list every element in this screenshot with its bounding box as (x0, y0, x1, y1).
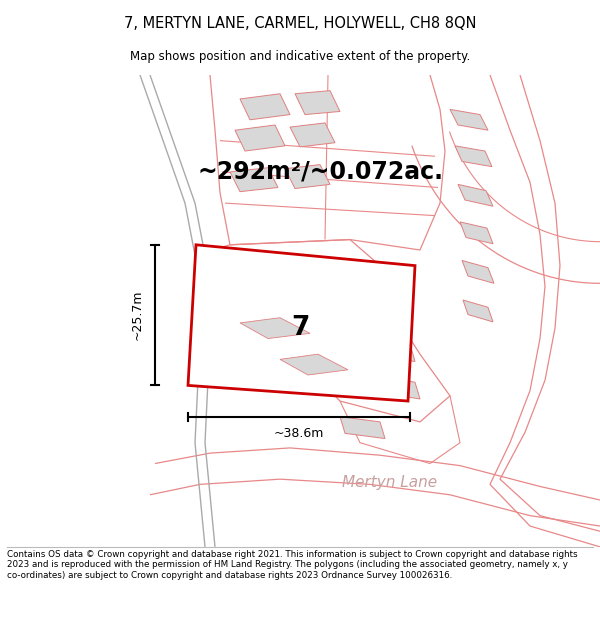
Text: Contains OS data © Crown copyright and database right 2021. This information is : Contains OS data © Crown copyright and d… (7, 550, 578, 580)
Polygon shape (240, 94, 290, 120)
Polygon shape (290, 123, 335, 147)
Polygon shape (240, 318, 310, 339)
Polygon shape (458, 184, 493, 206)
Text: ~25.7m: ~25.7m (131, 290, 143, 341)
Text: Map shows position and indicative extent of the property.: Map shows position and indicative extent… (130, 50, 470, 62)
Text: 7, MERTYN LANE, CARMEL, HOLYWELL, CH8 8QN: 7, MERTYN LANE, CARMEL, HOLYWELL, CH8 8Q… (124, 16, 476, 31)
Polygon shape (455, 146, 492, 167)
Text: 7: 7 (291, 315, 309, 341)
Polygon shape (463, 300, 493, 322)
Polygon shape (280, 354, 348, 375)
Polygon shape (295, 91, 340, 114)
Text: ~38.6m: ~38.6m (274, 427, 324, 440)
Polygon shape (188, 245, 415, 401)
Polygon shape (235, 125, 285, 151)
Polygon shape (375, 375, 420, 399)
Polygon shape (460, 222, 493, 244)
Polygon shape (285, 164, 330, 189)
Polygon shape (462, 261, 494, 283)
Text: Mertyn Lane: Mertyn Lane (343, 475, 437, 490)
Polygon shape (370, 339, 415, 361)
Text: ~292m²/~0.072ac.: ~292m²/~0.072ac. (197, 160, 443, 184)
Polygon shape (340, 417, 385, 439)
Polygon shape (450, 109, 488, 130)
Polygon shape (230, 168, 278, 192)
